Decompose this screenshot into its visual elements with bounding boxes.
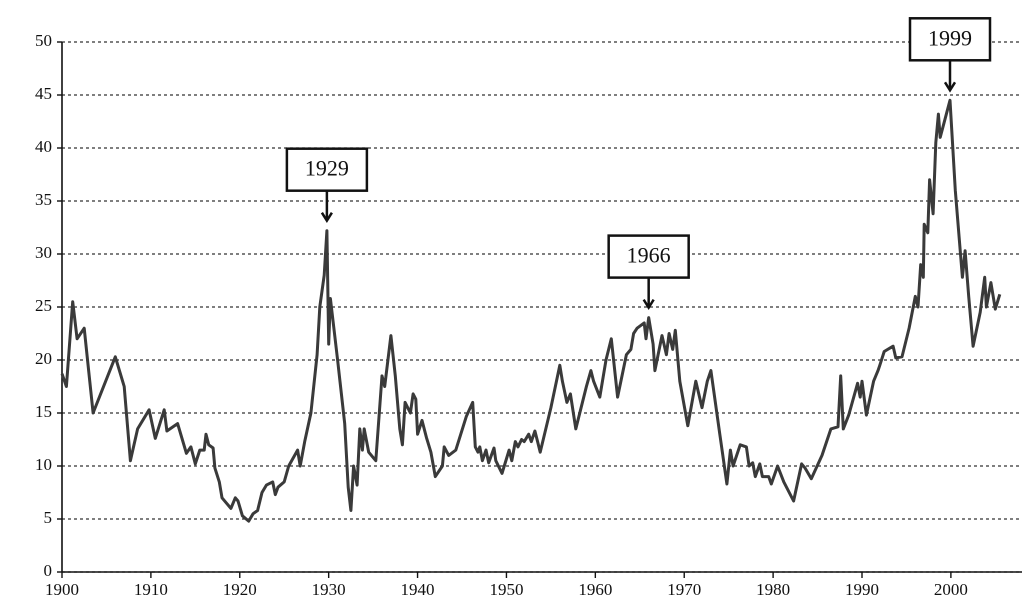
annotation-arrowhead	[943, 81, 957, 93]
annotation-box	[607, 234, 690, 279]
x-tick-label: 1920	[223, 580, 257, 599]
annotation-arrowhead	[320, 212, 333, 224]
series-line	[60, 98, 1002, 523]
x-tick-label: 1940	[401, 580, 435, 599]
x-tick-label: 1970	[667, 580, 701, 599]
x-tick-label: 1900	[45, 580, 79, 599]
y-tick-label: 45	[35, 84, 52, 103]
x-tick-label: 1980	[756, 580, 790, 599]
annotation-arrowhead	[642, 298, 655, 310]
x-tick-label: 2000	[934, 580, 968, 599]
x-tick-label: 1910	[134, 580, 168, 599]
y-tick-label: 40	[35, 137, 52, 156]
x-tick-label: 1930	[312, 580, 346, 599]
annotation-text: 1966	[627, 243, 671, 268]
y-tick-label: 50	[35, 31, 52, 50]
x-tick-label: 1960	[578, 580, 612, 599]
y-tick-label: 5	[44, 508, 53, 527]
y-tick-label: 15	[35, 402, 52, 421]
y-tick-label: 20	[35, 349, 52, 368]
annotation-text: 1999	[928, 25, 972, 50]
y-tick-label: 0	[44, 561, 53, 580]
x-tick-label: 1990	[845, 580, 879, 599]
y-tick-label: 30	[35, 243, 52, 262]
y-tick-label: 35	[35, 190, 52, 209]
annotation-box	[908, 17, 992, 62]
y-tick-label: 25	[35, 296, 52, 315]
annotation-text: 1929	[305, 156, 349, 181]
x-tick-label: 1950	[489, 580, 523, 599]
annotation-box	[285, 147, 369, 192]
y-tick-label: 10	[35, 455, 52, 474]
